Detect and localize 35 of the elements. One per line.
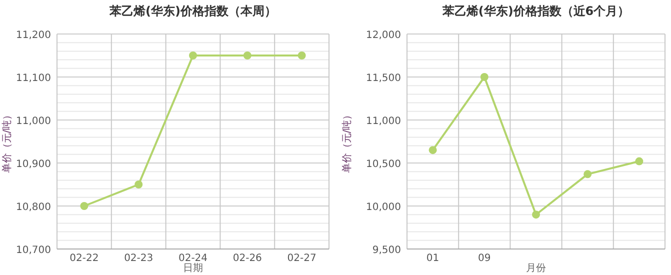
chart-title: 苯乙烯(华东)价格指数（本周）: [108, 4, 276, 18]
point: [80, 202, 88, 210]
point: [243, 52, 252, 60]
chart-title: 苯乙烯(华东)价格指数（近6个月）: [441, 4, 630, 18]
x-tick-label: 02-23: [124, 253, 154, 264]
point: [532, 210, 540, 219]
point: [480, 73, 488, 81]
y-tick-label: 9,500: [372, 245, 401, 256]
x-axis-title: 日期: [183, 262, 203, 274]
y-tick-label: 11,500: [366, 73, 401, 84]
y-tick-label: 10,900: [16, 159, 51, 170]
y-tick-label: 11,200: [16, 30, 51, 41]
y-tick-label: 12,000: [366, 30, 401, 41]
point: [298, 52, 306, 60]
y-axis-title: 单价（元/吨）: [1, 110, 13, 174]
x-tick-label: 02-24: [178, 253, 208, 264]
x-axis-title: 月份: [526, 263, 546, 274]
x-tick-label: 02-27: [287, 253, 316, 264]
point: [189, 52, 197, 60]
y-tick-label: 10,700: [16, 245, 51, 256]
y-axis-title: 单价（元/吨）: [341, 110, 353, 174]
x-tick-label: 02-22: [70, 253, 99, 264]
x-tick-label: 01: [426, 253, 440, 264]
point: [584, 170, 592, 178]
x-tick-label: 09: [478, 253, 491, 264]
point: [635, 157, 644, 166]
point: [134, 180, 143, 188]
y-tick-label: 11,000: [366, 116, 401, 127]
point: [428, 146, 437, 154]
y-tick-label: 10,500: [366, 159, 401, 170]
x-tick-label: 02-26: [232, 253, 262, 264]
y-tick-label: 11,100: [16, 73, 51, 84]
y-tick-label: 10,000: [366, 202, 401, 213]
y-tick-label: 10,800: [16, 202, 51, 213]
y-tick-label: 11,000: [16, 116, 51, 127]
